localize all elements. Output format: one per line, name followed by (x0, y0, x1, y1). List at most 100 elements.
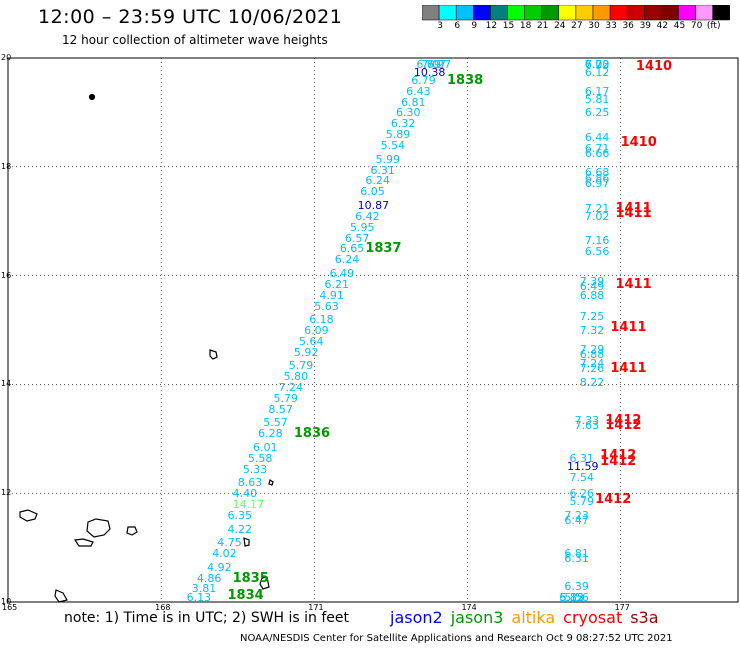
wave-height-label: 4.86 (196, 571, 222, 585)
longitude-tick-label: 168 (155, 603, 171, 612)
wave-height-label: 6.47 (564, 514, 589, 528)
color-scale-label: 15 (502, 21, 515, 31)
wave-height-label: 6.81 (401, 95, 426, 109)
satellite-legend: jason2 jason3 altika cryosat s3a (390, 608, 667, 627)
island (259, 576, 270, 590)
wave-height-label: 10.38 (413, 65, 446, 79)
wave-height-label: 4.75 (217, 536, 242, 550)
wave-height-label: 6.15 (559, 591, 584, 604)
wave-height-label: 7.25 (579, 310, 605, 324)
wave-height-label: 7.63 (574, 419, 600, 433)
wave-height-label: 7.39 (579, 275, 605, 289)
wave-height-label: 4.91 (319, 288, 344, 302)
wave-height-label: 7.24 (278, 381, 304, 395)
wave-height-label: 6.31 (564, 552, 589, 566)
satellite-legend-jason2: jason2 (390, 608, 443, 627)
units-note: note: 1) Time is in UTC; 2) SWH is in fe… (64, 610, 350, 626)
wave-height-label: 6.31 (370, 163, 395, 177)
wave-height-label: 6.65 (339, 242, 365, 256)
wave-height-label: 7.33 (574, 413, 600, 427)
orbit-number-label: 1835 (232, 570, 269, 586)
map-title: 12:00 – 23:59 UTC 10/06/2021 (38, 6, 343, 28)
wave-height-label: 7.54 (569, 470, 595, 484)
wave-height-label: 5.54 (380, 139, 406, 153)
latitude-tick-label: 10 (1, 597, 12, 606)
orbit-number-label: 1412 (595, 491, 632, 507)
wave-height-label: 6.88 (579, 288, 605, 302)
color-scale-label: 24 (554, 21, 566, 31)
wave-height-label: 6.72 (584, 58, 610, 71)
wave-height-label: 11.59 (566, 460, 599, 473)
orbit-number-label: 1411 (610, 320, 647, 336)
map-subtitle: 12 hour collection of altimeter wave hei… (62, 33, 328, 47)
wave-height-label: 6.09 (304, 324, 329, 337)
wave-height-label: 7.07 (421, 58, 446, 71)
island (86, 518, 111, 538)
color-scale-label: 3 (437, 21, 443, 31)
wave-height-label: 5.79 (569, 495, 595, 509)
color-scale-label: 33 (605, 21, 617, 31)
island (209, 349, 218, 360)
orbit-number-label: 1834 (227, 588, 264, 603)
wave-height-label: 6.32 (559, 591, 584, 604)
wave-height-label: 4.92 (207, 560, 232, 574)
wave-height-label: 5.89 (385, 128, 411, 142)
color-scale-label: 21 (536, 21, 549, 31)
wave-height-label: 6.49 (329, 266, 355, 280)
wave-height-label: 5.83 (559, 591, 584, 604)
color-swatch (712, 5, 730, 21)
color-scale-label: 12 (485, 21, 498, 31)
wave-height-label: 6.35 (227, 508, 253, 522)
island (243, 537, 250, 547)
wave-height-label: 6.18 (309, 313, 334, 327)
longitude-tick-label: 171 (308, 603, 324, 612)
wave-height-label: 6.86 (584, 171, 610, 185)
wave-height-label: 8.57 (268, 402, 293, 416)
orbit-number-label: 1411 (615, 206, 652, 222)
satellite-legend-cryosat: cryosat (563, 608, 623, 627)
islands (19, 93, 274, 603)
color-scale-label: 70 (690, 21, 703, 31)
wave-height-label: 6.24 (334, 253, 360, 267)
longitude-tick-label: 165 (2, 603, 18, 612)
orbit-number-label: 1412 (600, 448, 637, 464)
wave-height-label: 7.27 (426, 58, 452, 71)
wave-height-label: 6.12 (584, 65, 610, 79)
orbit-number-label: 1836 (293, 426, 331, 442)
satellite-legend-s3a: s3a (630, 608, 659, 627)
map-frame (7, 57, 739, 603)
color-scale-label: 6 (454, 21, 461, 31)
latitude-tick-label: 14 (1, 379, 12, 389)
wave-height-label: 5.57 (263, 416, 288, 430)
island (126, 526, 138, 536)
wave-height-label: 5.63 (314, 299, 339, 313)
color-scale-label: (ft) (706, 21, 721, 31)
wave-height-label: 6.71 (584, 141, 610, 155)
island (19, 509, 38, 522)
wave-height-label: 6.69 (416, 58, 441, 71)
wave-height-label: 8.22 (579, 375, 605, 389)
credit-line: NOAA/NESDIS Center for Satellite Applica… (240, 633, 673, 644)
wave-height-label: 7.21 (584, 201, 610, 215)
island (268, 479, 274, 486)
color-scale-label: 42 (656, 21, 669, 31)
orbit-number-label: 1412 (600, 453, 637, 469)
wave-height-label: 5.64 (298, 334, 324, 348)
wave-height-label: 6.13 (186, 591, 212, 604)
wave-height-label: 6.68 (584, 166, 610, 180)
wave-height-label: 4.40 (232, 487, 258, 501)
island (54, 589, 68, 603)
wave-height-label: 6.66 (584, 147, 610, 161)
wave-height-label: 6.79 (411, 73, 436, 87)
wave-height-label: 5.79 (288, 359, 314, 373)
wave-height-label: 6.97 (584, 177, 610, 191)
latitude-tick-label: 16 (1, 270, 12, 280)
wave-height-label: 6.88 (579, 348, 605, 362)
wave-height-label: 6.32 (390, 117, 416, 131)
wave-height-label: 7.00 (584, 58, 610, 71)
wave-height-label: 6.49 (579, 280, 605, 294)
wave-height-label: 5.81 (584, 92, 610, 106)
wave-height-label: 8.63 (237, 476, 263, 490)
orbit-number-label: 1410 (635, 59, 673, 74)
wave-height-label: 6.01 (253, 440, 278, 454)
